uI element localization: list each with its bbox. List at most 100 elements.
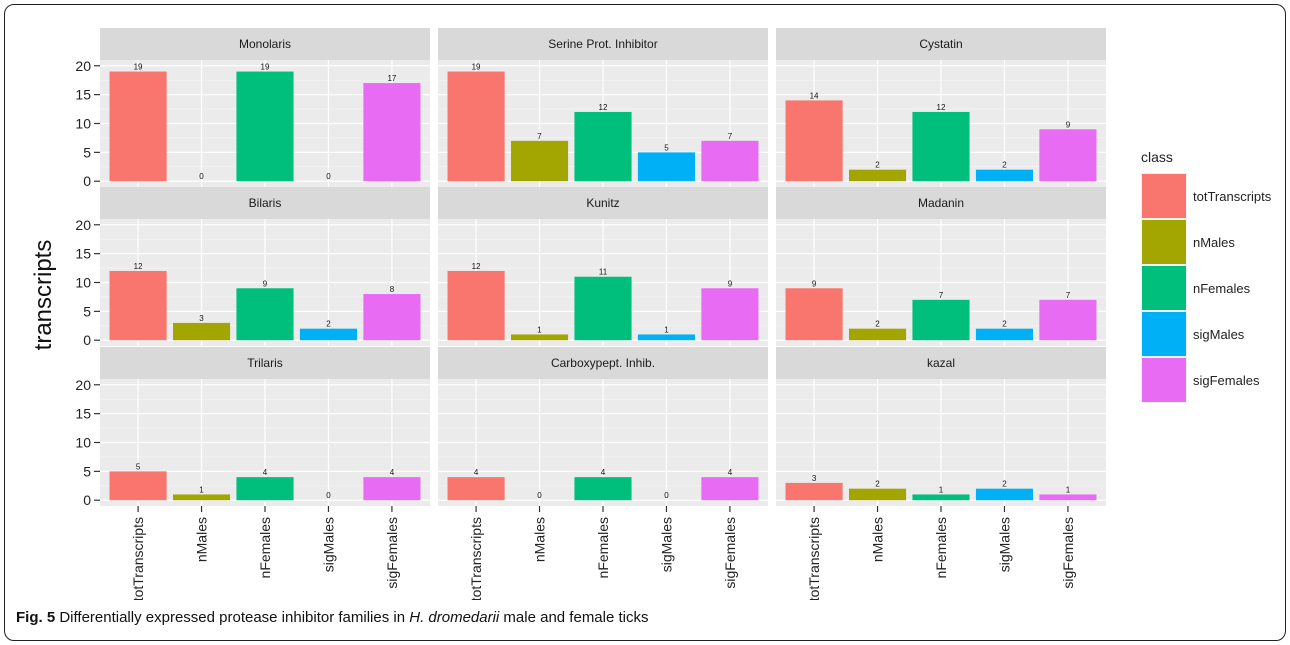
bar-sigMales [299,328,358,341]
legend-label: sigFemales [1193,373,1260,388]
bar-value-label: 2 [875,480,880,489]
bar-nMales [848,488,907,501]
bar-nFemales [912,299,970,341]
panel-title: Carboxypept. Inhib. [551,356,655,370]
bar-nFemales [236,477,294,501]
x-tick-label: sigMales [996,517,1012,572]
bar-sigFemales [1039,299,1097,341]
panel-strip [100,187,430,219]
panel-monolaris: Monolaris 19 0 19 0 17 0 5 10 15 20 [75,28,430,189]
bar-nMales [510,334,569,341]
y-tick-label: 20 [75,377,91,393]
bar-value-label: 9 [728,279,733,288]
y-tick-label: 10 [75,116,91,132]
caption-label: Fig. 5 [16,609,56,626]
bar-nMales [172,322,231,341]
y-tick-label: 5 [83,463,91,479]
bar-value-label: 1 [199,485,204,494]
bar-nFemales [236,288,294,341]
y-tick-label: 0 [83,173,91,189]
bar-value-label: 0 [326,491,331,500]
bar-sigMales [975,328,1034,341]
panel-kazal: kazal 3 2 1 2 1 totTranscripts nMales nFemales si… [776,347,1106,600]
panel-title: Kunitz [586,196,619,210]
bar-value-label: 4 [728,468,733,477]
bar-value-label: 2 [1002,161,1007,170]
bar-value-label: 4 [474,468,479,477]
x-tick-label: totTranscripts [806,517,822,600]
panel-strip [100,28,430,60]
bar-value-label: 19 [261,63,270,72]
y-tick-label: 10 [75,275,91,291]
legend-swatch-nFemales [1142,266,1186,310]
legend-swatch-sigFemales [1142,358,1186,402]
x-tick-label: sigFemales [1060,517,1076,589]
figure-caption: Fig. 5 Differentially expressed protease… [16,609,649,626]
bar-sigMales [975,488,1034,501]
bar-value-label: 1 [537,325,542,334]
y-tick-label: 5 [83,303,91,319]
bar-value-label: 17 [387,74,396,83]
bar-value-label: 0 [537,491,542,500]
bar-value-label: 1 [664,325,669,334]
bar-value-label: 3 [812,474,817,483]
x-tick-label: sigMales [320,517,336,572]
bar-sigMales [637,334,696,341]
figure-frame [4,4,1286,641]
y-tick-label: 15 [75,406,91,422]
bar-totTranscripts [109,471,167,501]
bar-sigFemales [363,477,421,501]
x-tick-label: nMales [532,517,548,562]
bar-nFemales [912,494,970,501]
panel-strip [776,187,1106,219]
legend-swatch-sigMales [1142,312,1186,356]
bar-value-label: 0 [326,172,331,181]
bar-value-label: 19 [134,63,143,72]
legend-swatch-totTranscripts [1142,174,1186,218]
bar-value-label: 2 [875,320,880,329]
bar-nMales [848,169,907,182]
bar-nFemales [236,71,294,182]
caption-text-before: Differentially expressed protease inhibi… [55,609,410,626]
bar-totTranscripts [785,288,843,341]
bar-value-label: 2 [1002,320,1007,329]
panel-strip [776,28,1106,60]
y-tick-label: 0 [83,332,91,348]
y-tick-label: 10 [75,435,91,451]
panel-bilaris: Bilaris 12 3 9 2 8 0 5 10 15 20 [75,187,430,348]
legend-label: sigMales [1193,327,1245,342]
bar-value-label: 2 [326,320,331,329]
bar-nMales [848,328,907,341]
bar-value-label: 19 [472,63,481,72]
bar-sigMales [637,152,696,182]
x-tick-label: sigFemales [722,517,738,589]
legend-label: totTranscripts [1193,189,1272,204]
legend: class totTranscripts nMales nFemales sigMale… [1141,149,1272,403]
bar-totTranscripts [447,270,505,341]
bar-sigFemales [363,83,421,182]
x-tick-label: nFemales [933,517,949,578]
panel-title: Monolaris [239,37,291,51]
bar-sigFemales [363,294,421,341]
legend-title: class [1141,149,1173,165]
bar-nFemales [574,276,632,341]
bar-value-label: 7 [1066,291,1071,300]
panel-carboxypept-inhib: Carboxypept. Inhib. 4 0 4 0 4 totTranscripts nM… [438,347,768,600]
bar-value-label: 7 [728,132,733,141]
panel-strip [438,187,768,219]
bar-value-label: 14 [810,91,819,100]
bar-value-label: 0 [199,172,204,181]
y-tick-label: 0 [83,492,91,508]
bar-sigFemales [1039,129,1097,182]
y-tick-label: 20 [75,217,91,233]
x-tick-label: nFemales [257,517,273,578]
bar-value-label: 5 [664,143,669,152]
bar-value-label: 12 [937,103,946,112]
bar-totTranscripts [447,71,505,182]
legend-label: nFemales [1193,281,1251,296]
panel-strip [776,347,1106,379]
bar-nMales [172,494,231,501]
panel-title: kazal [927,356,955,370]
x-tick-label: nMales [870,517,886,562]
